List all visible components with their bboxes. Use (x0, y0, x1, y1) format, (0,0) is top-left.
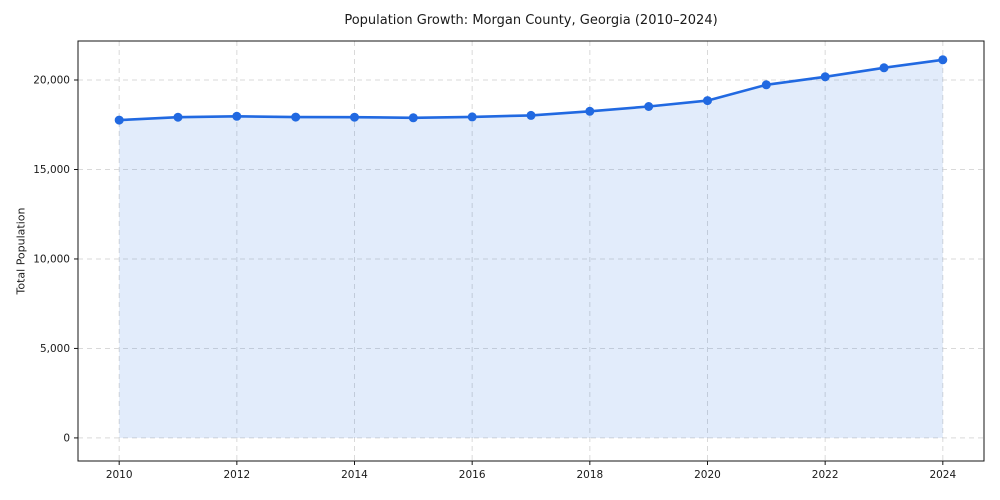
y-tick-label: 10,000 (33, 253, 70, 265)
data-point-marker (526, 110, 536, 120)
y-tick-label: 0 (63, 432, 70, 444)
y-axis-title: Total Population (14, 207, 28, 295)
x-tick-label: 2024 (929, 469, 956, 481)
data-point-marker (761, 80, 771, 90)
data-point-marker (879, 63, 889, 73)
data-point-marker (232, 111, 242, 121)
x-tick-label: 2018 (576, 469, 603, 481)
data-point-marker (585, 106, 595, 116)
data-point-marker (820, 72, 830, 82)
plot-spines (77, 40, 985, 462)
data-point-marker (703, 96, 712, 106)
x-tick-label: 2010 (106, 469, 133, 481)
data-point-marker (408, 113, 418, 123)
area-fill (119, 59, 943, 438)
data-point-marker (114, 115, 124, 125)
x-tick-label: 2020 (694, 469, 721, 481)
x-tick-label: 2022 (812, 469, 839, 481)
data-point-marker (350, 112, 359, 122)
y-tick-label: 5,000 (40, 343, 70, 355)
y-tick-label: 20,000 (33, 75, 70, 87)
data-point-marker (644, 102, 654, 111)
x-tick-label: 2016 (459, 469, 486, 481)
y-tick-label: 15,000 (33, 164, 70, 176)
data-point-marker (467, 112, 477, 122)
data-point-marker (173, 112, 183, 122)
data-point-marker (938, 55, 948, 65)
x-tick-label: 2014 (341, 469, 368, 481)
chart-title: Population Growth: Morgan County, Georgi… (344, 13, 718, 28)
x-tick-label: 2012 (223, 469, 250, 481)
data-point-marker (291, 112, 301, 122)
